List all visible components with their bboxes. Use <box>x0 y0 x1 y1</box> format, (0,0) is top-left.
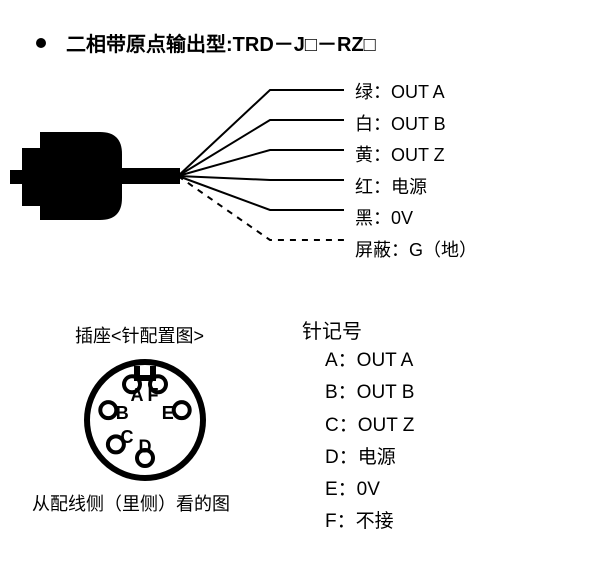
svg-text:B: B <box>116 403 129 423</box>
svg-text:C: C <box>120 427 133 447</box>
pin-list-header: 针记号 <box>302 315 362 344</box>
wire-label: 绿：OUT A <box>355 77 477 109</box>
bullet-icon <box>36 38 46 48</box>
wire-label: 黄：OUT Z <box>355 140 477 172</box>
title-row: 二相带原点输出型:TRD－J□－RZ□ <box>36 28 376 57</box>
socket-caption: 从配线侧（里侧）看的图 <box>32 490 230 516</box>
wire-label-list: 绿：OUT A白：OUT B黄：OUT Z红：电源黑：0V屏蔽：G（地） <box>355 77 477 266</box>
socket-title: 插座<针配置图> <box>75 322 204 348</box>
pin-assignment: E：0V <box>325 474 414 506</box>
pin-assignment: F：不接 <box>325 506 414 538</box>
svg-text:F: F <box>148 385 159 405</box>
svg-text:A: A <box>130 385 143 405</box>
wire-label: 红：电源 <box>355 172 477 204</box>
pin-assignment: A：OUT A <box>325 345 414 377</box>
cable-wiring-diagram <box>10 70 350 280</box>
pin-assignment: B：OUT B <box>325 377 414 409</box>
svg-text:E: E <box>162 403 174 423</box>
svg-text:D: D <box>139 437 152 457</box>
pin-assignment: C：OUT Z <box>325 410 414 442</box>
wire-label: 白：OUT B <box>355 109 477 141</box>
page-title: 二相带原点输出型:TRD－J□－RZ□ <box>66 28 376 57</box>
pin-assignment: D：电源 <box>325 442 414 474</box>
pin-assignment-list: A：OUT AB：OUT BC：OUT ZD：电源E：0VF：不接 <box>325 345 414 539</box>
wire-label: 黑：0V <box>355 203 477 235</box>
wire-label: 屏蔽：G（地） <box>355 235 477 267</box>
socket-pin-diagram: AFB E CD <box>60 350 230 490</box>
